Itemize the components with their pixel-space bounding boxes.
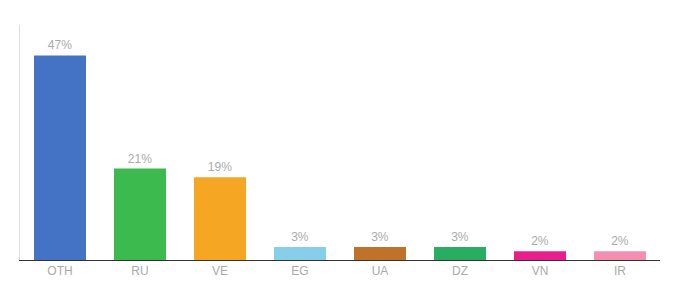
svg-text:UA: UA [372,264,389,278]
svg-text:3%: 3% [291,230,309,244]
svg-text:IR: IR [614,264,626,278]
svg-text:47%: 47% [48,38,72,52]
svg-text:VE: VE [212,264,228,278]
svg-text:RU: RU [131,264,148,278]
svg-text:19%: 19% [208,160,232,174]
svg-text:EG: EG [291,264,308,278]
svg-text:OTH: OTH [47,264,72,278]
svg-text:3%: 3% [451,230,469,244]
svg-text:21%: 21% [128,152,152,166]
svg-text:2%: 2% [531,234,549,248]
svg-text:2%: 2% [611,234,629,248]
svg-text:3%: 3% [371,230,389,244]
svg-text:VN: VN [532,264,549,278]
svg-text:DZ: DZ [452,264,468,278]
